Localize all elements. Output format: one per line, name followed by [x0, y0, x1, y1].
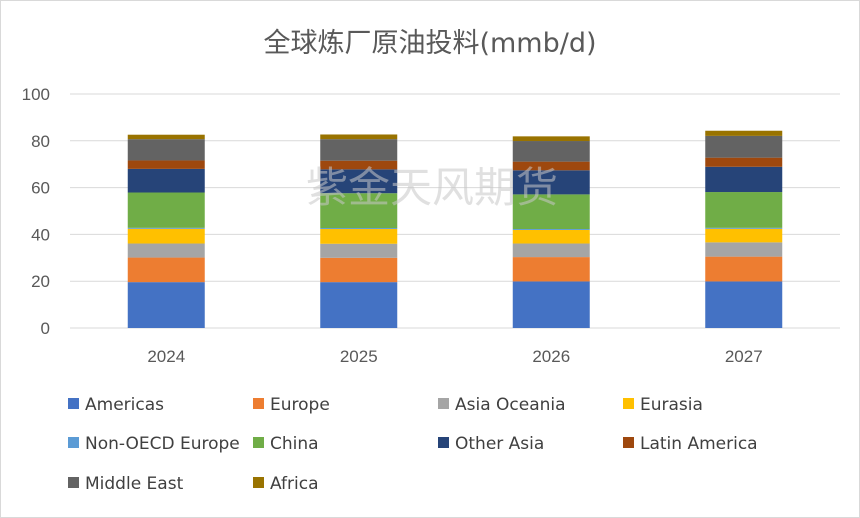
bar-segment-africa	[127, 134, 205, 140]
bar-segment-latin-america	[320, 160, 398, 170]
legend-label: Latin America	[640, 434, 758, 454]
x-tick-label: 2026	[532, 347, 570, 366]
bar-segment-china	[320, 193, 398, 229]
bars	[127, 130, 783, 328]
y-axis: 0 20 40 60 80 100	[22, 85, 50, 338]
bar-segment-other-asia	[705, 166, 783, 193]
bar-segment-other-asia	[320, 169, 398, 194]
bar-segment-americas	[127, 282, 205, 328]
bar-segment-eurasia	[320, 229, 398, 244]
legend-label: Asia Oceania	[455, 395, 566, 415]
legend-swatch	[253, 477, 264, 488]
bar-segment-latin-america	[705, 157, 783, 167]
legend-item-non-oecd-europe: Non-OECD Europe	[68, 434, 240, 454]
bar-segment-non-oecd-europe	[705, 227, 783, 229]
x-axis: 2024 2025 2026 2027	[147, 347, 762, 366]
bar-segment-china	[127, 192, 205, 228]
legend-swatch	[68, 437, 79, 448]
legend-swatch	[623, 398, 634, 409]
legend-label: Africa	[270, 474, 319, 494]
bar-segment-middle-east	[320, 139, 398, 161]
chart-title: 全球炼厂原油投料(mmb/d)	[263, 28, 596, 59]
legend-label: China	[270, 434, 319, 454]
legend-item-middle-east: Middle East	[68, 474, 184, 494]
bar-stack-2024	[127, 134, 205, 328]
legend-label: Americas	[85, 395, 164, 415]
legend-item-asia-oceania: Asia Oceania	[438, 395, 566, 415]
legend-swatch	[623, 437, 634, 448]
bar-segment-asia-oceania	[320, 243, 398, 258]
legend-item-africa: Africa	[253, 474, 319, 494]
y-tick-label: 100	[22, 85, 50, 104]
legend-swatch	[253, 437, 264, 448]
bar-segment-asia-oceania	[512, 243, 590, 258]
legend-label: Europe	[270, 395, 330, 415]
legend-label: Eurasia	[640, 395, 703, 415]
bar-segment-eurasia	[127, 228, 205, 244]
bar-stack-2027	[705, 130, 783, 328]
bar-stack-2025	[320, 134, 398, 328]
bar-segment-non-oecd-europe	[127, 227, 205, 229]
bar-segment-other-asia	[512, 170, 590, 195]
legend-label: Other Asia	[455, 434, 544, 454]
legend-item-china: China	[253, 434, 319, 454]
bar-segment-china	[705, 192, 783, 228]
y-tick-label: 80	[31, 132, 50, 151]
x-tick-label: 2027	[725, 347, 763, 366]
y-tick-label: 40	[31, 225, 50, 244]
legend-label: Middle East	[85, 474, 184, 494]
bar-segment-europe	[705, 256, 783, 282]
x-tick-label: 2025	[340, 347, 378, 366]
bar-segment-middle-east	[705, 135, 783, 158]
bar-segment-latin-america	[127, 160, 205, 169]
legend-swatch	[438, 398, 449, 409]
y-tick-label: 0	[41, 319, 50, 338]
bar-segment-africa	[512, 136, 590, 142]
legend-swatch	[68, 398, 79, 409]
legend-swatch	[253, 398, 264, 409]
legend-item-latin-america: Latin America	[623, 434, 758, 454]
bar-segment-china	[512, 194, 590, 230]
bar-segment-europe	[320, 257, 398, 283]
legend-item-americas: Americas	[68, 395, 164, 415]
bar-segment-middle-east	[127, 139, 205, 161]
bar-stack-2026	[512, 136, 590, 328]
bar-segment-asia-oceania	[127, 243, 205, 258]
watermark-text: 紫金天风期货	[306, 163, 558, 212]
legend-item-eurasia: Eurasia	[623, 395, 703, 415]
bar-segment-non-oecd-europe	[320, 228, 398, 230]
bar-segment-other-asia	[127, 168, 205, 193]
y-tick-label: 20	[31, 272, 50, 291]
legend: Americas Europe Asia Oceania Eurasia Non-OEC…	[68, 395, 758, 494]
bar-segment-middle-east	[512, 141, 590, 162]
legend-item-other-asia: Other Asia	[438, 434, 544, 454]
legend-item-europe: Europe	[253, 395, 330, 415]
legend-label: Non-OECD Europe	[85, 434, 240, 454]
bar-segment-americas	[320, 282, 398, 328]
bar-segment-eurasia	[512, 229, 590, 244]
bar-segment-europe	[127, 257, 205, 283]
bar-segment-latin-america	[512, 161, 590, 171]
bar-segment-asia-oceania	[705, 242, 783, 257]
bar-segment-eurasia	[705, 228, 783, 243]
bar-segment-americas	[512, 281, 590, 328]
bar-segment-africa	[320, 134, 398, 140]
bar-segment-africa	[705, 130, 783, 136]
legend-swatch	[438, 437, 449, 448]
bar-segment-non-oecd-europe	[512, 229, 590, 230]
y-tick-label: 60	[31, 179, 50, 198]
bar-segment-europe	[512, 257, 590, 282]
legend-swatch	[68, 477, 79, 488]
bar-segment-americas	[705, 281, 783, 328]
x-tick-label: 2024	[147, 347, 185, 366]
